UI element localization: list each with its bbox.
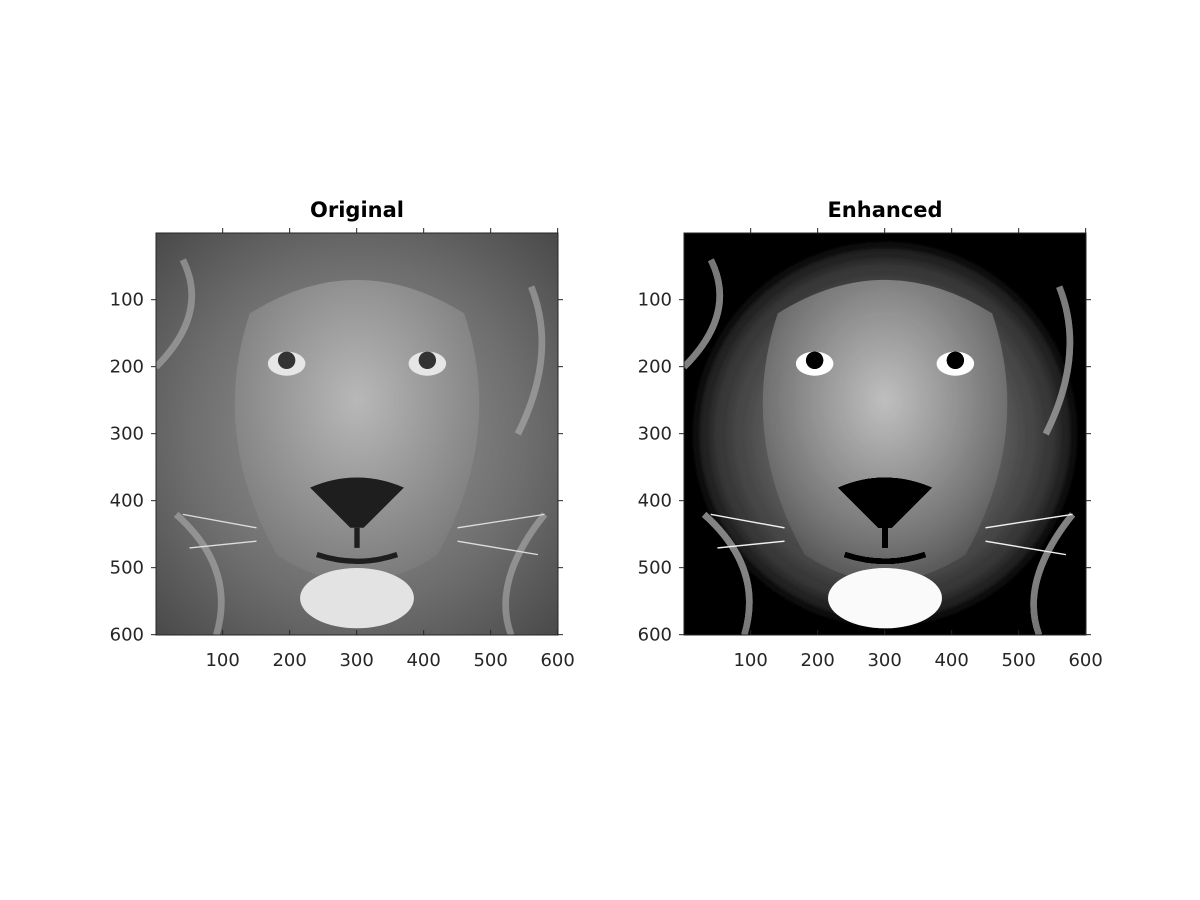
y-tick-label: 300 <box>638 424 672 445</box>
image <box>684 233 1086 635</box>
y-tick-label: 400 <box>638 491 672 512</box>
y-tick-label: 400 <box>110 491 144 512</box>
x-tick-label: 400 <box>934 650 968 671</box>
x-tick-label: 500 <box>1001 650 1035 671</box>
axes: Enhanced 100 200 300 400 500 600 100 200 300 400 5… <box>638 198 1103 671</box>
x-tick-label: 600 <box>1068 650 1102 671</box>
y-tick-label: 300 <box>110 424 144 445</box>
y-tick-label: 500 <box>638 558 672 579</box>
x-tick-label: 400 <box>406 650 440 671</box>
x-tick-label: 200 <box>272 650 306 671</box>
x-tick-label: 500 <box>473 650 507 671</box>
x-tick-label: 300 <box>867 650 901 671</box>
axes-title: Original <box>310 198 404 222</box>
x-tick-label: 100 <box>205 650 239 671</box>
x-tick-label: 600 <box>540 650 574 671</box>
y-tick-label: 200 <box>110 357 144 378</box>
x-tick-label: 300 <box>339 650 373 671</box>
y-tick-label: 100 <box>110 290 144 311</box>
image <box>156 233 558 635</box>
y-tick-label: 600 <box>638 625 672 646</box>
x-tick-label: 200 <box>800 650 834 671</box>
y-tick-label: 100 <box>638 290 672 311</box>
y-tick-label: 200 <box>638 357 672 378</box>
axes: Original 100 200 300 400 500 600 100 200 300 400 5… <box>110 198 575 671</box>
x-tick-label: 100 <box>733 650 767 671</box>
axes-title: Enhanced <box>827 198 942 222</box>
y-tick-label: 600 <box>110 625 144 646</box>
y-tick-label: 500 <box>110 558 144 579</box>
